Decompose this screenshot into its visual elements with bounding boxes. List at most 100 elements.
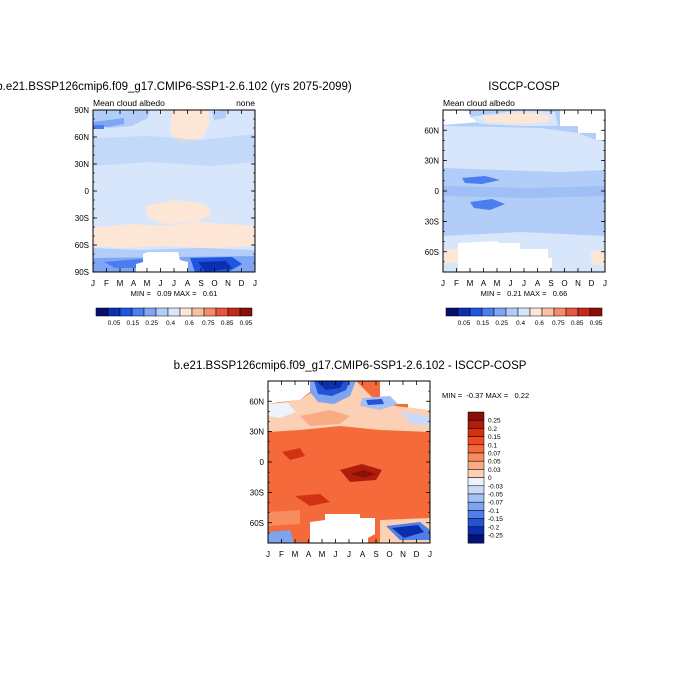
colorbar-label: 0.85 bbox=[221, 320, 234, 327]
x-tick-label: N bbox=[225, 279, 231, 288]
x-tick-label: J bbox=[172, 279, 176, 288]
y-axis: 60N 30N 0 30S 60S bbox=[249, 380, 430, 544]
colorbar-label: 0.03 bbox=[488, 467, 501, 474]
x-tick-label: S bbox=[373, 550, 378, 559]
colorbar-swatch bbox=[227, 307, 241, 317]
colorbar-swatch bbox=[541, 307, 555, 317]
colorbar-swatch bbox=[467, 518, 485, 528]
colorbar-label: -0.03 bbox=[488, 483, 503, 490]
min-max-stats: MIN = 0.21 MAX = 0.66 bbox=[481, 289, 568, 298]
y-tick-label: 30S bbox=[75, 214, 89, 223]
contour-field bbox=[443, 110, 605, 272]
colorbar-swatch bbox=[191, 307, 205, 317]
y-tick-label: 30N bbox=[74, 160, 89, 169]
colorbar-swatch bbox=[167, 307, 181, 317]
colorbar-label: 0.15 bbox=[488, 434, 501, 441]
contour-field bbox=[93, 110, 255, 272]
colorbar-swatch bbox=[155, 307, 169, 317]
colorbar-swatch bbox=[467, 469, 485, 478]
y-tick-label: 30S bbox=[250, 488, 264, 497]
colorbar-swatch bbox=[107, 307, 121, 317]
y-tick-label: 60S bbox=[75, 241, 89, 250]
y-tick-label: 0 bbox=[435, 187, 440, 196]
colorbar-swatch bbox=[469, 307, 483, 317]
x-tick-label: J bbox=[253, 279, 257, 288]
colorbar-label: 0.07 bbox=[488, 451, 501, 458]
panel-model: b.e21.BSSP126cmip6.f09_g17.CMIP6-SSP1-2.… bbox=[0, 81, 352, 327]
panel-title: b.e21.BSSP126cmip6.f09_g17.CMIP6-SSP1-2.… bbox=[0, 81, 352, 93]
colorbar-swatch bbox=[467, 452, 485, 462]
colorbar-label: 0 bbox=[488, 475, 492, 482]
colorbar-label: 0.75 bbox=[552, 320, 565, 327]
colorbar-label: -0.2 bbox=[488, 524, 500, 531]
colorbar-label: 0.95 bbox=[590, 320, 603, 327]
x-tick-label: J bbox=[91, 279, 95, 288]
colorbar-swatch bbox=[529, 307, 543, 317]
x-tick-label: J bbox=[603, 279, 607, 288]
colorbar-swatch bbox=[119, 307, 133, 317]
colorbar: 0.05 0.15 0.25 0.4 0.6 0.75 0.85 0.95 bbox=[95, 307, 253, 327]
x-tick-label: A bbox=[306, 550, 312, 559]
colorbar-label: 0.6 bbox=[185, 320, 194, 327]
colorbar-swatch bbox=[179, 307, 193, 317]
colorbar-swatch bbox=[467, 510, 485, 519]
colorbar-swatch bbox=[565, 307, 579, 317]
y-tick-label: 30N bbox=[249, 428, 264, 437]
colorbar-swatch bbox=[203, 307, 217, 317]
colorbar-swatch bbox=[467, 460, 485, 470]
colorbar-label: 0.6 bbox=[535, 320, 544, 327]
colorbar-label: 0.15 bbox=[127, 320, 140, 327]
x-tick-label: J bbox=[522, 279, 526, 288]
colorbar-label: 0.95 bbox=[240, 320, 253, 327]
min-max-stats: MIN = -0.37 MAX = 0.22 bbox=[442, 391, 529, 400]
colorbar-label: 0.25 bbox=[495, 320, 508, 327]
y-tick-label: 60N bbox=[424, 126, 439, 135]
units-label: none bbox=[236, 98, 255, 108]
x-tick-label: A bbox=[360, 550, 366, 559]
colorbar-swatch bbox=[467, 485, 485, 495]
colorbar-swatch bbox=[445, 307, 459, 317]
colorbar-label: 0.75 bbox=[202, 320, 215, 327]
x-tick-label: J bbox=[334, 550, 338, 559]
x-tick-label: D bbox=[239, 279, 245, 288]
x-tick-label: D bbox=[414, 550, 420, 559]
panel-title: ISCCP-COSP bbox=[488, 81, 560, 93]
x-tick-label: F bbox=[104, 279, 109, 288]
y-tick-label: 30N bbox=[424, 157, 439, 166]
colorbar-swatch bbox=[517, 307, 531, 317]
x-tick-label: S bbox=[198, 279, 203, 288]
colorbar-swatch bbox=[457, 307, 471, 317]
y-tick-label: 60N bbox=[249, 397, 264, 406]
min-max-stats: MIN = 0.09 MAX = 0.61 bbox=[131, 289, 218, 298]
x-tick-label: S bbox=[548, 279, 553, 288]
y-tick-label: 90S bbox=[75, 268, 89, 277]
colorbar-swatch bbox=[467, 411, 485, 421]
y-tick-label: 0 bbox=[85, 187, 90, 196]
y-axis: 90N 60N 30N 0 30S 60S 90S bbox=[74, 106, 255, 277]
colorbar-label: 0.4 bbox=[166, 320, 175, 327]
x-tick-label: M bbox=[117, 279, 124, 288]
x-tick-label: F bbox=[454, 279, 459, 288]
x-tick-label: O bbox=[211, 279, 217, 288]
x-tick-label: J bbox=[266, 550, 270, 559]
colorbar: 0.05 0.15 0.25 0.4 0.6 0.75 0.85 0.95 bbox=[445, 307, 603, 327]
x-tick-label: A bbox=[481, 279, 487, 288]
colorbar-swatch bbox=[589, 307, 603, 317]
x-tick-label: O bbox=[386, 550, 392, 559]
colorbar-swatch bbox=[131, 307, 145, 317]
colorbar-swatch bbox=[505, 307, 519, 317]
x-tick-label: J bbox=[159, 279, 163, 288]
y-tick-label: 60S bbox=[250, 519, 264, 528]
variable-label: Mean cloud albedo bbox=[443, 98, 515, 108]
colorbar-label: -0.1 bbox=[488, 508, 500, 515]
x-tick-label: M bbox=[467, 279, 474, 288]
colorbar-label: -0.25 bbox=[488, 533, 503, 540]
x-tick-label: M bbox=[292, 550, 299, 559]
colorbar-label: 0.25 bbox=[488, 418, 501, 425]
colorbar-label: 0.1 bbox=[488, 442, 497, 449]
variable-label: Mean cloud albedo bbox=[93, 98, 165, 108]
x-tick-label: A bbox=[131, 279, 137, 288]
